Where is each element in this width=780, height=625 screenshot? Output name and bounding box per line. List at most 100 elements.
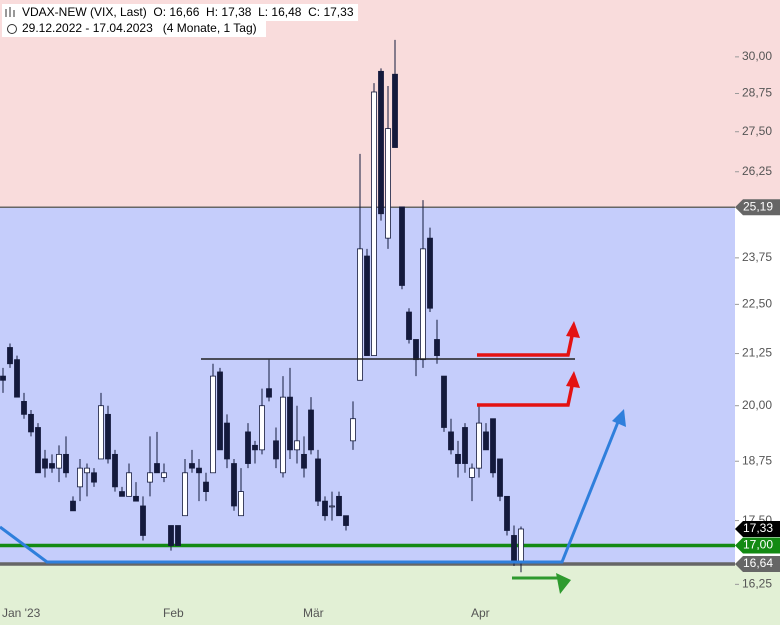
header-title: VDAX-NEW (VIX, Last) O: 16,66 H: 17,38 L… (22, 5, 354, 19)
level-tag (735, 555, 780, 572)
header-range: 29.12.2022 - 17.04.2023 (4 Monate, 1 Tag… (22, 21, 257, 35)
y-tick-label: 26,25 (742, 164, 772, 178)
level-tag (735, 520, 780, 537)
candle-body (371, 91, 377, 356)
candle-body (504, 495, 510, 531)
candle-body (14, 359, 20, 398)
candle-body (378, 70, 384, 215)
candle-body (196, 467, 202, 474)
candle-body (245, 431, 251, 464)
candle-body (84, 467, 90, 474)
candle-body (168, 525, 174, 546)
candle-body (301, 453, 307, 469)
candle-body (182, 472, 188, 517)
candle-body (455, 453, 461, 464)
y-tick-label: 27,50 (742, 124, 772, 138)
candle-body (322, 500, 328, 517)
candle-body (147, 472, 153, 483)
blue-arrowhead (612, 409, 626, 427)
candle-body (434, 339, 440, 356)
candle-body (98, 405, 104, 460)
candle-body (511, 535, 517, 562)
candle-body (336, 495, 342, 517)
chart-icon (5, 7, 15, 17)
x-tick-label: Feb (163, 606, 184, 620)
level-tag (735, 199, 780, 216)
candle-body (483, 431, 489, 451)
clock-icon (7, 24, 17, 34)
candle-body (133, 495, 139, 502)
candle-body (21, 401, 27, 415)
candle-body (252, 444, 258, 451)
level-label: 25,19 (743, 199, 773, 213)
x-tick-label: Mär (303, 606, 324, 620)
candle-body (105, 413, 111, 460)
candle-body (273, 440, 279, 460)
candle-body (413, 339, 419, 361)
candle-body (420, 248, 426, 361)
candle-body (224, 422, 230, 460)
candle-body (231, 463, 237, 507)
y-tick-label: 18,75 (742, 453, 772, 467)
level-label: 17,00 (743, 538, 773, 552)
candle-body (154, 463, 160, 474)
candle-body (476, 422, 482, 469)
green-arrowhead (556, 573, 571, 594)
level-label: 16,64 (743, 556, 773, 570)
candle-body (56, 453, 62, 469)
y-tick-label: 22,50 (742, 297, 772, 311)
candle-body (294, 440, 300, 451)
candle-body (343, 515, 349, 526)
candle-body (91, 472, 97, 483)
red-arrow (477, 335, 574, 357)
candle-body (28, 413, 34, 433)
level-label: 17,33 (743, 521, 773, 535)
header-box (2, 21, 266, 37)
candle-body (119, 491, 125, 497)
red-arrow (477, 385, 574, 407)
candle-body (364, 255, 370, 356)
candle-body (77, 467, 83, 488)
candle-body (0, 375, 6, 381)
candle-body (441, 375, 447, 428)
y-tick-label: 20,00 (742, 398, 772, 412)
candle-body (70, 500, 76, 512)
candle-body (448, 431, 454, 451)
candle-body (406, 311, 412, 340)
y-tick-label: 30,00 (742, 49, 772, 63)
candle-body (266, 388, 272, 398)
candle-body (315, 458, 321, 502)
red-arrowhead (566, 371, 580, 388)
candle-body (140, 505, 146, 536)
candle-body (357, 248, 363, 381)
y-tick-label: 21,25 (742, 346, 772, 360)
candle-body (329, 505, 335, 508)
candle-body (63, 453, 69, 474)
y-tick-label: 16,25 (742, 577, 772, 591)
candle-body (392, 73, 398, 148)
candle-body (175, 525, 181, 546)
x-tick-label: Jan '23 (2, 606, 41, 620)
header-box (2, 4, 358, 21)
candle-body (42, 458, 48, 469)
candle-body (217, 371, 223, 451)
y-tick-label: 23,75 (742, 250, 772, 264)
candle-body (490, 418, 496, 474)
candle-body (427, 237, 433, 309)
level-tag (735, 537, 780, 554)
candle-body (350, 418, 356, 442)
candle-body (287, 396, 293, 451)
candle-body (203, 481, 209, 492)
candle-body (518, 528, 524, 564)
zone-lower (0, 563, 780, 625)
candle-body (385, 128, 391, 239)
candle-body (112, 453, 118, 488)
candle-body (126, 472, 132, 497)
candle-body (49, 463, 55, 469)
candle-body (462, 427, 468, 464)
candle-body (259, 405, 265, 451)
candle-body (497, 458, 503, 497)
y-tick-label: 28,75 (742, 86, 772, 100)
candle-body (308, 409, 314, 451)
